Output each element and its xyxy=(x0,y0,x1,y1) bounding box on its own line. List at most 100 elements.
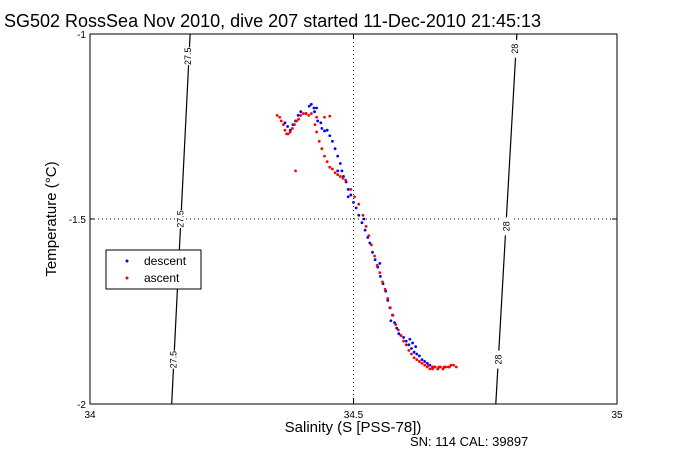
ascent-point xyxy=(432,365,436,369)
ascent-point xyxy=(441,367,445,371)
descent-point xyxy=(320,126,324,130)
isopycnal-label: 27.5 xyxy=(176,210,186,228)
ascent-point xyxy=(341,176,345,180)
y-tick-label: -1 xyxy=(77,30,86,41)
descent-point xyxy=(354,206,358,210)
ascent-point xyxy=(323,154,326,158)
ascent-point xyxy=(417,360,421,363)
y-axis-ticks: -2 -1.5 -1 xyxy=(69,30,617,411)
descent-point xyxy=(410,347,413,350)
ascent-point xyxy=(283,128,287,132)
descent-point xyxy=(407,343,411,347)
data-points xyxy=(275,102,458,371)
ascent-point xyxy=(420,361,424,365)
x-tick-label: 34.5 xyxy=(344,410,364,421)
ascent-point xyxy=(297,117,301,121)
descent-point xyxy=(283,121,287,125)
descent-point xyxy=(411,341,414,345)
descent-point xyxy=(346,195,350,199)
ascent-point xyxy=(293,123,296,127)
descent-point xyxy=(323,129,326,133)
x-tick-label: 35 xyxy=(611,410,623,421)
ascent-point xyxy=(302,112,305,115)
descent-point xyxy=(368,241,372,245)
ascent-point xyxy=(278,115,282,119)
isopycnal-label-bg xyxy=(509,39,520,58)
legend: descent ascent xyxy=(105,249,202,290)
ascent-point xyxy=(448,365,451,369)
descent-point xyxy=(397,332,401,336)
descent-point xyxy=(331,139,334,143)
descent-point xyxy=(299,110,303,114)
descent-point xyxy=(309,102,313,106)
ascent-point xyxy=(383,287,387,291)
ascent-point xyxy=(396,328,400,332)
ascent-point xyxy=(402,339,405,343)
descent-point xyxy=(312,106,316,110)
ascent-point xyxy=(415,358,419,361)
isopycnal-label-bg xyxy=(493,350,504,369)
descent-point xyxy=(352,200,355,204)
descent-point xyxy=(414,345,418,349)
ascent-point xyxy=(375,263,379,267)
ascent-point xyxy=(388,306,392,310)
ascent-point xyxy=(426,363,430,367)
isopycnal-lines: 27.5 27.5 27.5 28 28 28 xyxy=(168,33,520,405)
descent-point xyxy=(325,128,329,132)
descent-point xyxy=(346,188,350,191)
ascent-point xyxy=(309,112,313,115)
descent-point xyxy=(373,258,377,262)
descent-point xyxy=(378,262,382,265)
descent-point xyxy=(319,121,323,125)
descent-point xyxy=(296,114,300,117)
ascent-point xyxy=(404,343,408,347)
ascent-point xyxy=(331,167,334,171)
ascent-point xyxy=(328,114,332,118)
ascent-point xyxy=(423,363,427,367)
y-axis-label: Temperature (°C) xyxy=(43,161,60,276)
ascent-point xyxy=(328,165,332,169)
ascent-point xyxy=(307,114,311,117)
ascent-point xyxy=(353,195,356,199)
ascent-point xyxy=(304,112,308,115)
descent-point xyxy=(340,169,344,173)
footer-serial-calibration: SN: 114 CAL: 39897 xyxy=(410,434,528,449)
ascent-point xyxy=(336,173,340,177)
descent-point xyxy=(316,119,320,123)
descent-point xyxy=(336,169,340,173)
isopycnal-label-bg xyxy=(183,47,194,66)
grid-lines xyxy=(90,34,617,404)
descent-point xyxy=(404,339,408,343)
isopycnal-label: 28 xyxy=(501,221,511,231)
isopycnal-label: 28 xyxy=(510,44,520,54)
ascent-point xyxy=(399,334,403,337)
descent-point xyxy=(402,336,405,339)
descent-point xyxy=(307,104,311,108)
descent-point xyxy=(415,352,419,356)
descent-point xyxy=(420,358,424,361)
descent-point xyxy=(378,274,382,278)
plot-area: 34 34.5 35 -2 -1.5 -1 27.5 27.5 27.5 28 28 28 xyxy=(69,30,623,421)
descent-point xyxy=(360,221,364,225)
descent-point xyxy=(412,350,416,354)
isopycnal-label-bg xyxy=(168,350,179,369)
ascent-point xyxy=(338,175,342,178)
ascent-point xyxy=(290,126,294,130)
isopycnal-label-bg xyxy=(175,210,186,228)
legend-ascent-marker xyxy=(125,276,129,280)
ascent-point xyxy=(370,243,373,247)
legend-descent-label: descent xyxy=(144,254,187,268)
descent-point xyxy=(408,337,412,341)
ascent-point xyxy=(454,365,458,369)
ascent-point xyxy=(317,139,321,143)
descent-point xyxy=(333,147,337,151)
y-tick-label: -2 xyxy=(77,400,86,411)
ascent-point xyxy=(361,213,365,217)
legend-box xyxy=(105,249,202,290)
ascent-point xyxy=(357,202,361,206)
ascent-point xyxy=(449,363,453,367)
ascent-point xyxy=(428,367,432,371)
descent-point xyxy=(315,106,319,110)
ascent-point xyxy=(373,254,376,258)
